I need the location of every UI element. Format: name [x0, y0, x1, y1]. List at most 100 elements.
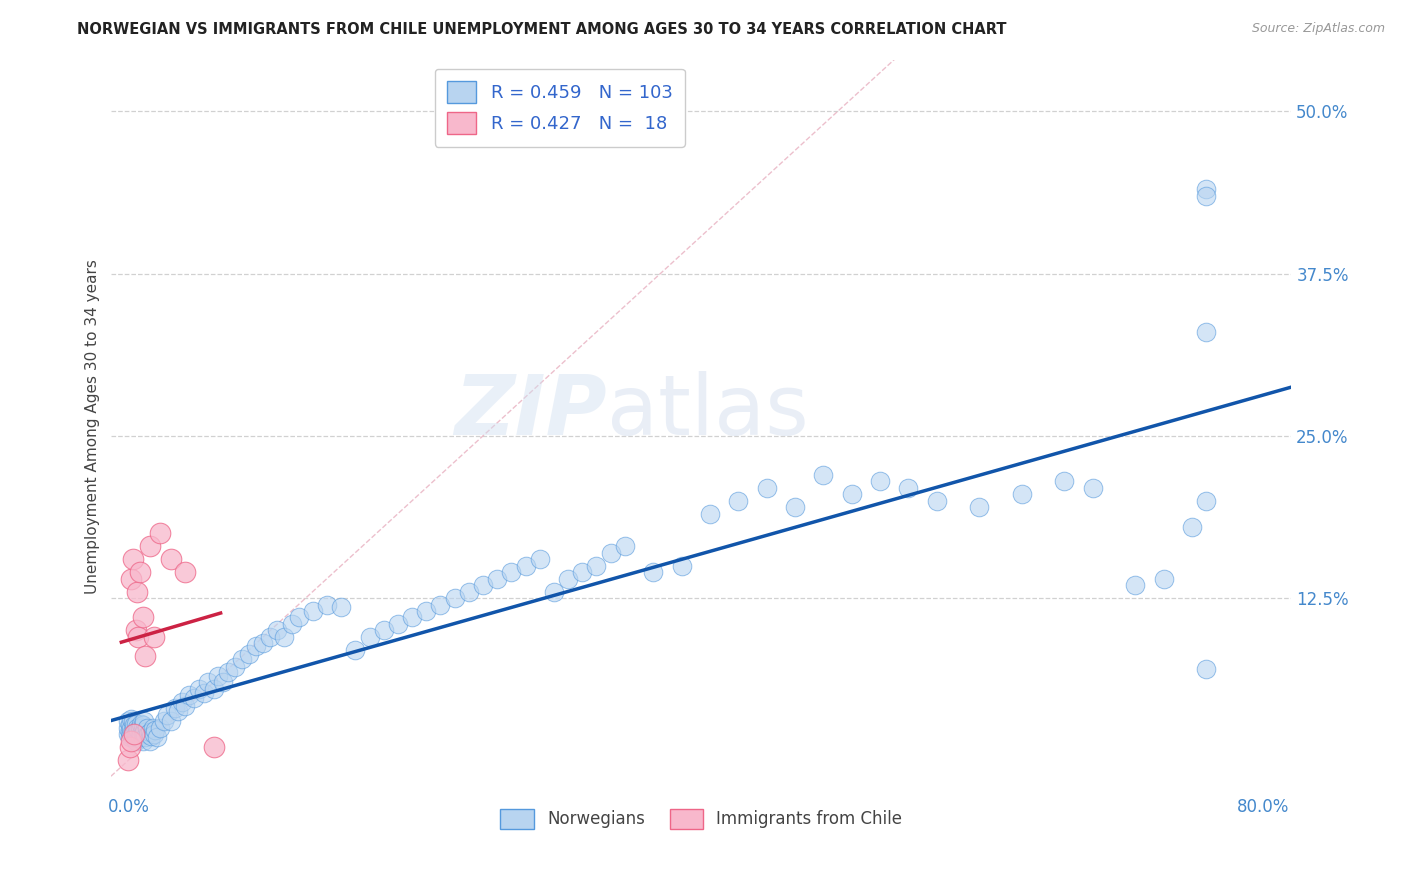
Point: [121, 552, 143, 566]
Point: [543, 584, 565, 599]
Point: [129, 727, 152, 741]
Point: [207, 669, 229, 683]
Point: [117, 721, 139, 735]
Point: [131, 733, 153, 747]
Point: [132, 714, 155, 729]
Point: [415, 604, 437, 618]
Point: [172, 695, 194, 709]
Point: [127, 723, 149, 738]
Point: [124, 624, 146, 638]
Point: [287, 610, 309, 624]
Point: [217, 665, 239, 679]
Point: [1153, 572, 1175, 586]
Point: [925, 493, 948, 508]
Point: [134, 730, 156, 744]
Point: [472, 578, 495, 592]
Point: [174, 698, 197, 713]
Point: [128, 730, 150, 744]
Legend: Norwegians, Immigrants from Chile: Norwegians, Immigrants from Chile: [494, 802, 910, 836]
Point: [134, 649, 156, 664]
Point: [387, 617, 409, 632]
Point: [599, 546, 621, 560]
Point: [755, 481, 778, 495]
Point: [245, 639, 267, 653]
Point: [165, 701, 187, 715]
Point: [188, 681, 211, 696]
Point: [131, 610, 153, 624]
Point: [585, 558, 607, 573]
Point: [841, 487, 863, 501]
Point: [238, 647, 260, 661]
Point: [359, 630, 381, 644]
Point: [1181, 519, 1204, 533]
Point: [224, 660, 246, 674]
Point: [252, 636, 274, 650]
Point: [443, 591, 465, 605]
Point: [120, 721, 142, 735]
Point: [146, 730, 169, 744]
Point: [179, 689, 201, 703]
Point: [125, 584, 148, 599]
Y-axis label: Unemployment Among Ages 30 to 34 years: Unemployment Among Ages 30 to 34 years: [86, 259, 100, 593]
Point: [515, 558, 537, 573]
Point: [131, 718, 153, 732]
Point: [142, 727, 165, 741]
Point: [699, 507, 721, 521]
Point: [135, 721, 157, 735]
Point: [1053, 475, 1076, 489]
Point: [1195, 662, 1218, 676]
Point: [266, 624, 288, 638]
Point: [124, 717, 146, 731]
Point: [183, 690, 205, 705]
Text: atlas: atlas: [607, 371, 808, 452]
Point: [401, 610, 423, 624]
Point: [125, 721, 148, 735]
Point: [643, 565, 665, 579]
Point: [141, 721, 163, 735]
Point: [344, 643, 367, 657]
Point: [330, 600, 353, 615]
Point: [117, 714, 139, 729]
Point: [121, 723, 143, 738]
Point: [121, 730, 143, 744]
Point: [120, 733, 142, 747]
Point: [117, 753, 139, 767]
Point: [118, 730, 141, 744]
Point: [1123, 578, 1146, 592]
Point: [138, 733, 160, 747]
Point: [120, 712, 142, 726]
Point: [138, 539, 160, 553]
Point: [202, 681, 225, 696]
Point: [613, 539, 636, 553]
Point: [193, 686, 215, 700]
Point: [128, 721, 150, 735]
Point: [316, 598, 339, 612]
Point: [122, 724, 145, 739]
Point: [197, 675, 219, 690]
Point: [145, 723, 167, 738]
Point: [273, 630, 295, 644]
Point: [202, 740, 225, 755]
Point: [149, 721, 172, 735]
Point: [1195, 493, 1218, 508]
Point: [529, 552, 551, 566]
Point: [122, 718, 145, 732]
Point: [897, 481, 920, 495]
Point: [167, 704, 190, 718]
Text: ZIP: ZIP: [454, 371, 607, 452]
Point: [671, 558, 693, 573]
Point: [813, 467, 835, 482]
Point: [118, 740, 141, 755]
Point: [121, 714, 143, 729]
Point: [118, 717, 141, 731]
Point: [153, 714, 176, 729]
Point: [131, 727, 153, 741]
Text: Source: ZipAtlas.com: Source: ZipAtlas.com: [1251, 22, 1385, 36]
Point: [280, 617, 302, 632]
Point: [120, 727, 142, 741]
Point: [373, 624, 395, 638]
Point: [231, 652, 253, 666]
Point: [212, 675, 235, 690]
Point: [1081, 481, 1104, 495]
Point: [1011, 487, 1033, 501]
